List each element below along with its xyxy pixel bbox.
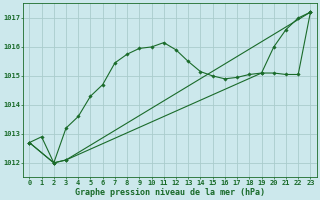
X-axis label: Graphe pression niveau de la mer (hPa): Graphe pression niveau de la mer (hPa) — [75, 188, 265, 197]
